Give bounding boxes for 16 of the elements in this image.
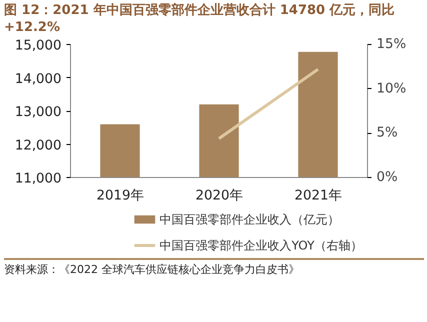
y2-tick-label: 5% bbox=[376, 126, 398, 141]
x-tick-label: 2020年 bbox=[196, 188, 242, 204]
y-tick-label: 14,000 bbox=[14, 72, 62, 87]
text: 资料来源：《2022 全球汽车供应链核心企业竞争力白皮书》 bbox=[4, 262, 300, 278]
x-tick-label: 2019年 bbox=[96, 188, 144, 204]
y-tick-label: 13,000 bbox=[14, 105, 62, 120]
y2-tick-label: 10% bbox=[376, 81, 406, 96]
y2-tick-label: 0% bbox=[376, 170, 398, 185]
legend-label: 中国百强零部件企业收入YOY（右轴） bbox=[160, 238, 362, 252]
chart-title: 图 12：2021 年中国百强零部件企业营收合计 14780 亿元，同比+12.2% bbox=[4, 2, 396, 36]
y-tick-label: 15,000 bbox=[14, 38, 62, 54]
x-tick-label: 2021年 bbox=[294, 188, 342, 204]
y-tick-label: 11,000 bbox=[14, 172, 62, 186]
y-tick-label: 12,000 bbox=[14, 138, 62, 154]
y2-tick-label: 15% bbox=[376, 37, 406, 52]
legend-label: 中国百强零部件企业收入（亿元） bbox=[160, 212, 340, 226]
